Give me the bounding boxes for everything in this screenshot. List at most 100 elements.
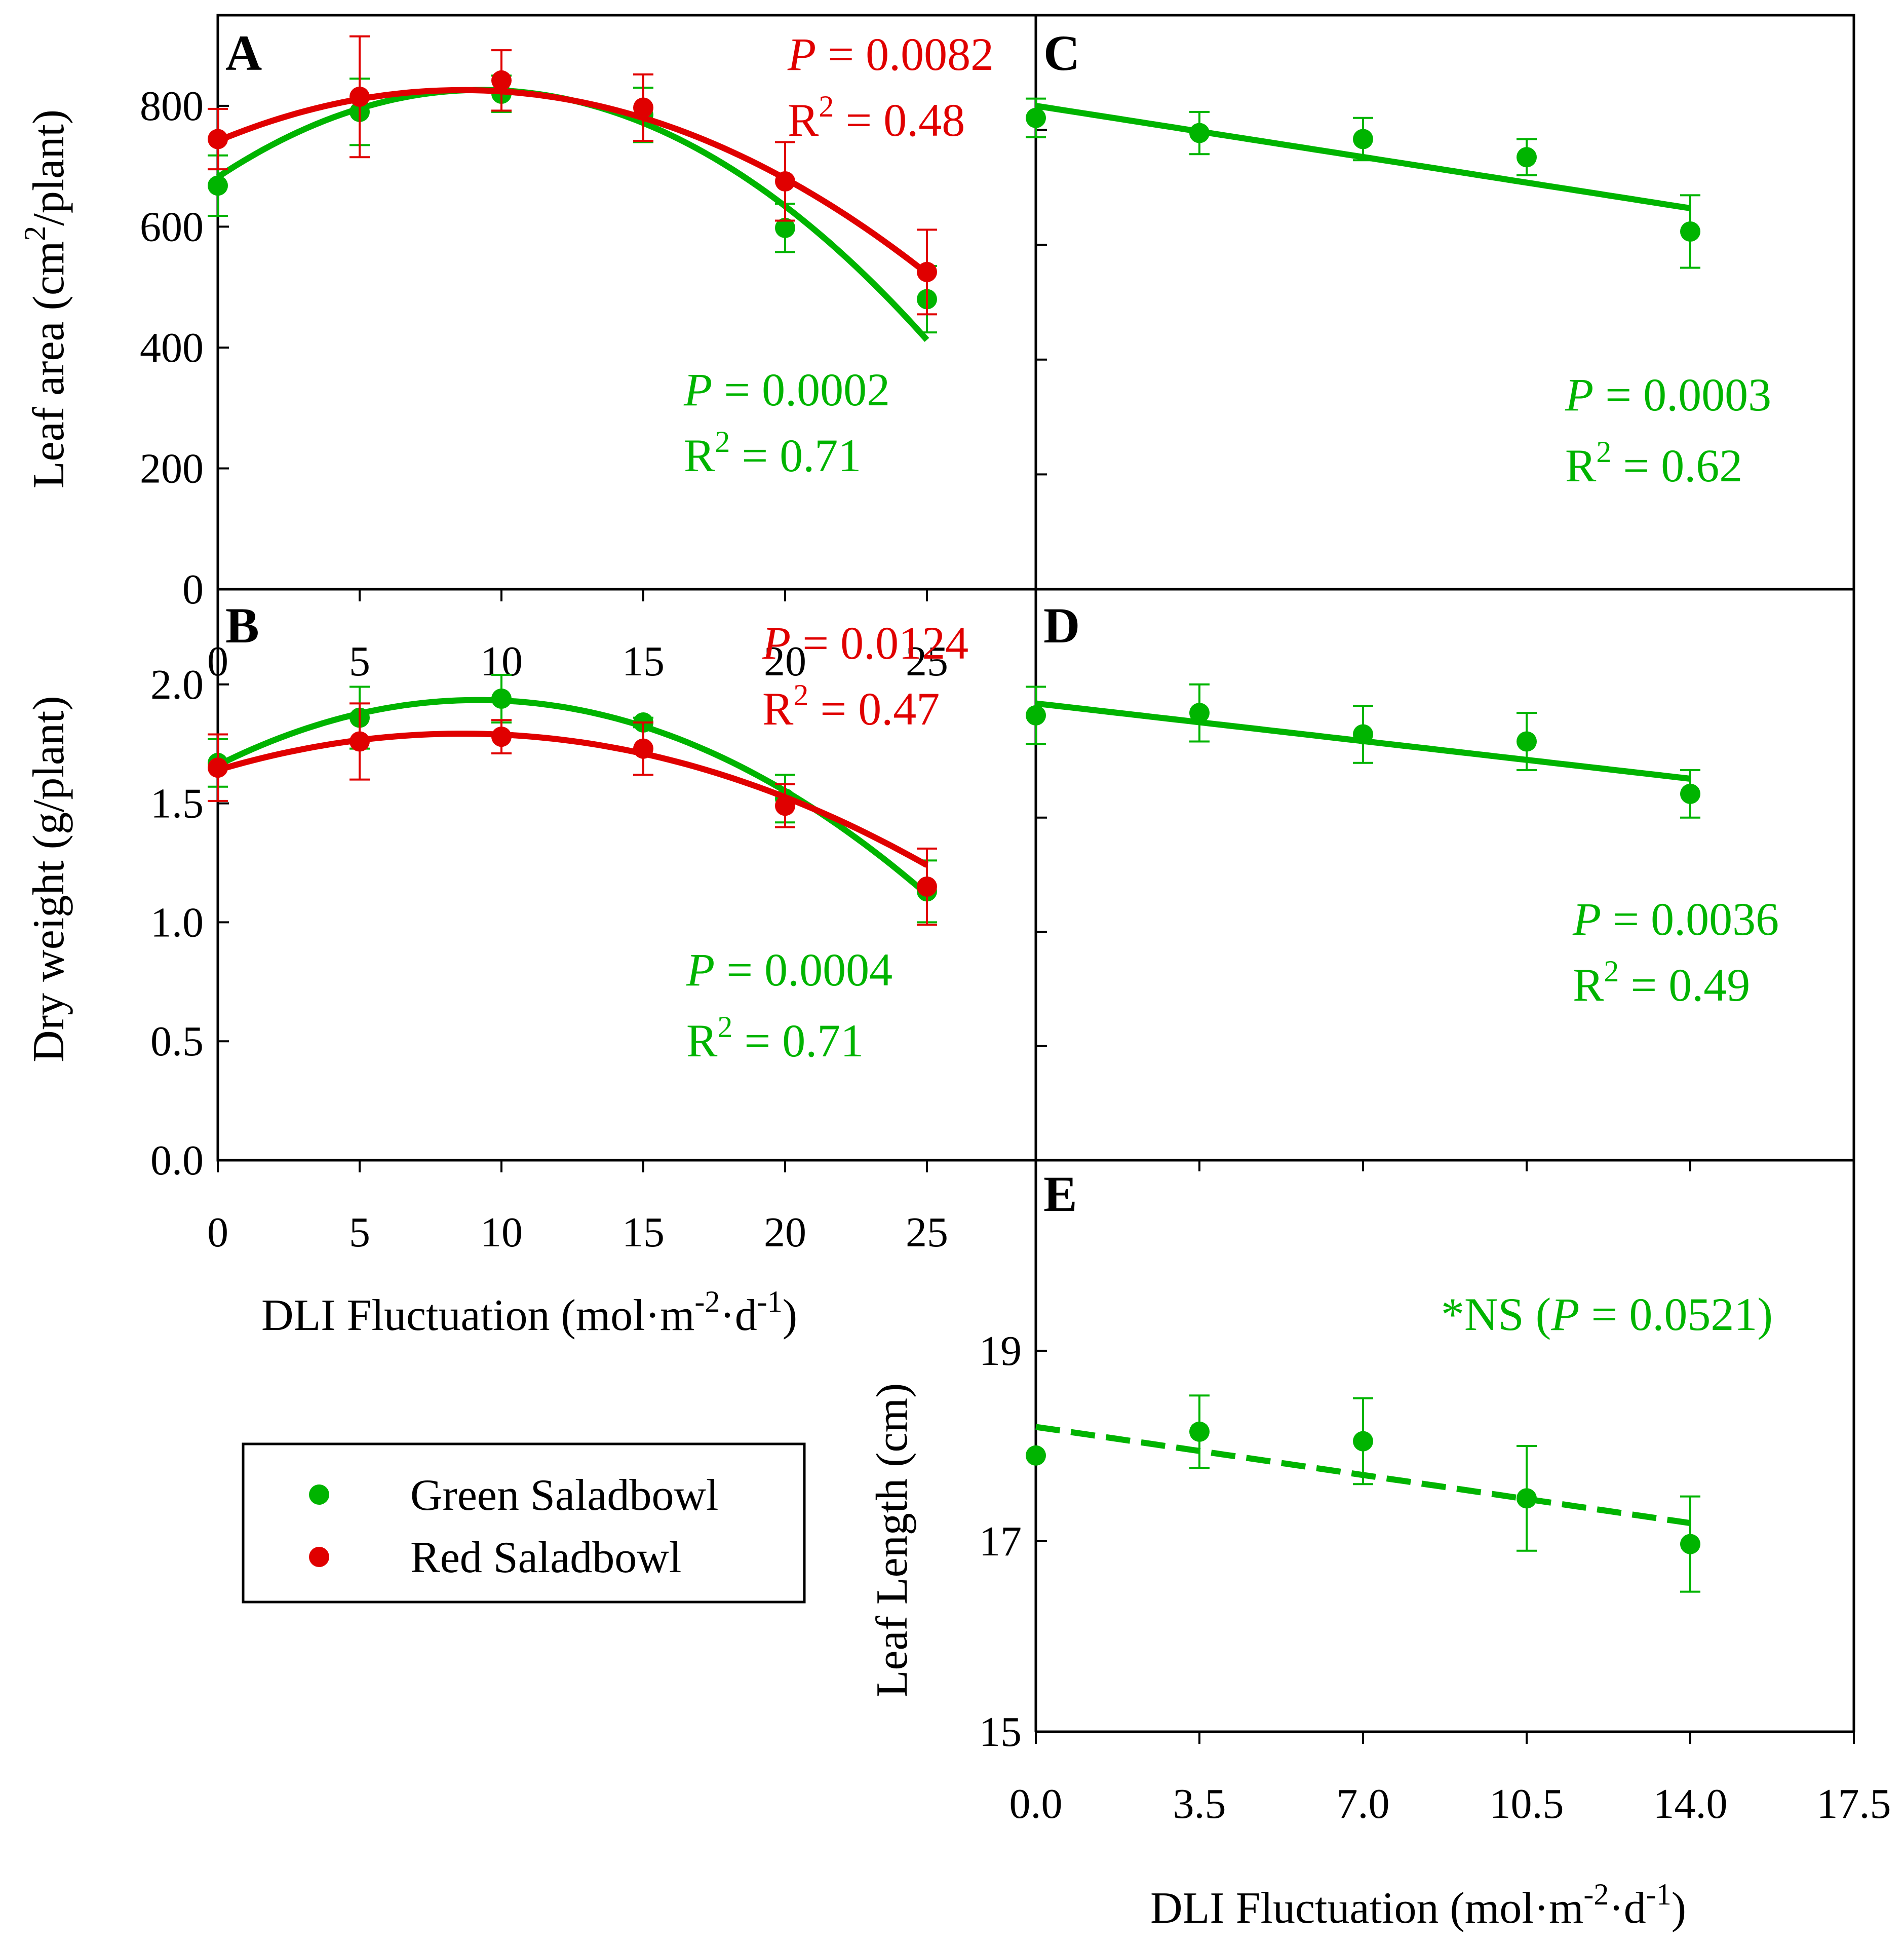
panel-a-green-data-point [775,217,795,238]
panel-e-green-data-point [1353,1431,1373,1452]
stat-p-red-a: P = 0.0082 [787,28,994,80]
panel-e-green-data-point [1189,1421,1210,1442]
panel-a-xtick-label: 15 [622,638,665,685]
panel-e-ytick-label: 17 [979,1518,1022,1565]
stat-r2-green-b: R2 = 0.71 [686,1010,864,1066]
stats-d: P = 0.0036 R2 = 0.49 [1572,893,1779,1011]
panel-b-ytick-label: 0.5 [150,1018,204,1065]
panel-e-xtick-label: 0.0 [1009,1780,1063,1827]
panel-c-green-data-point [1680,221,1700,242]
panel-e-xtick-label: 17.5 [1817,1780,1891,1827]
panel-b-red-data-point [633,738,653,759]
panel-a-ytick-label: 600 [140,203,204,250]
panel-b-xtick-label: 5 [349,1209,370,1256]
legend: Green Saladbowl Red Saladbowl [242,1442,806,1604]
panel-a-red-fit-line [216,87,929,276]
panel-d-green-data-point [1680,783,1700,804]
panel-d-green-data-point [1026,705,1046,726]
stats-a: P = 0.0082 R2 = 0.48 P = 0.0002 R2 = 0.7… [683,28,994,481]
stat-p-green-b: P = 0.0004 [686,944,892,996]
panel-d-green-data-point [1517,731,1537,752]
panel-a-red-data-point [208,129,228,149]
panel-e-green-data-point [1680,1534,1700,1554]
panel-d-green-data-point [1189,703,1210,723]
panel-a-xtick-label: 20 [764,638,806,685]
panel-b-xtick-label: 15 [622,1209,665,1256]
panel-e-green-data-point [1026,1445,1046,1466]
stat-r2-red-a: R2 = 0.48 [788,90,965,146]
panel-e-green-data-point [1517,1488,1537,1509]
panel-b-xtick-label: 0 [207,1209,228,1256]
panel-b-xtick-label: 20 [764,1209,806,1256]
panel-a-red-data-point [775,171,795,192]
x-axis-title-left: DLI Fluctuation (mol·m-2·d-1) [261,1285,797,1340]
panel-b-green-data-point [491,689,512,709]
panel-e-ytick-label: 19 [979,1327,1022,1375]
panel-b-red-data-point [208,757,228,778]
stats-c: P = 0.0003 R2 = 0.62 [1565,369,1771,491]
y-axis-title-leaf-area: Leaf area (cm2/plant) [18,109,73,488]
panel-e-xtick-label: 3.5 [1173,1780,1226,1827]
panel-c: C P = 0.0003 R2 = 0.62 [1043,25,1771,491]
panel-b-ytick-label: 1.0 [150,899,204,946]
panel-letter-b: B [225,597,259,654]
stat-p-green-c: P = 0.0003 [1565,369,1771,421]
panel-b-red-data-point [775,795,795,816]
stat-p-green-d: P = 0.0036 [1572,893,1779,945]
panel-a-green-fit-line [216,87,929,342]
panel-a-red-data-point [349,87,370,107]
panel-c-green-data-point [1189,123,1210,143]
stats-b: P = 0.0124 R2 = 0.47 P = 0.0004 R2 = 0.7… [686,617,968,1066]
panel-b-ytick-label: 0.0 [150,1137,204,1184]
panel-b-xtick-label: 10 [480,1209,523,1256]
panel-b-red-data-point [349,731,370,752]
panel-letter-d: D [1043,597,1080,654]
panel-b-xtick-label: 25 [906,1209,948,1256]
panel-a-xtick-label: 5 [349,638,370,685]
panel-a-ytick-label: 400 [140,324,204,371]
y-axis-title-leaf-length: Leaf Length (cm) [868,1383,917,1698]
panel-d: D P = 0.0036 R2 = 0.49 [1043,597,1779,1011]
panel-a-ytick-label: 0 [182,566,204,613]
legend-marker-green [309,1484,329,1505]
panel-b-red-data-point [917,876,937,897]
panel-a-ytick-label: 800 [140,83,204,130]
panel-a-red-data-point [633,97,653,118]
panel-b-red-fit-line [217,731,928,868]
panel-b: B Dry weight (g/plant) P = 0.0124 R2 = 0… [24,597,968,1066]
panel-c-green-data-point [1026,107,1046,128]
panel-e-xtick-label: 7.0 [1337,1780,1390,1827]
stat-ns-e: *NS (P = 0.0521) [1441,1288,1773,1340]
panel-a-xtick-label: 25 [906,638,948,685]
stat-p-green-a: P = 0.0002 [683,364,890,415]
panel-a-ytick-label: 200 [140,445,204,492]
panel-letter-c: C [1043,25,1080,81]
panel-letter-a: A [225,25,262,81]
panel-c-green-data-point [1517,147,1537,168]
stat-p-red-b: P = 0.0124 [762,617,968,669]
panel-e-xtick-label: 14.0 [1653,1780,1728,1827]
stat-r2-green-c: R2 = 0.62 [1565,435,1742,491]
stat-r2-green-d: R2 = 0.49 [1573,955,1750,1011]
panel-d-green-data-point [1353,724,1373,745]
panel-a-green-data-point [208,175,228,196]
legend-label-green: Green Saladbowl [410,1471,718,1520]
stat-r2-red-b: R2 = 0.47 [762,678,940,735]
legend-label-red: Red Saladbowl [410,1533,681,1582]
y-axis-title-dry-weight: Dry weight (g/plant) [24,696,73,1062]
panel-b-red-data-point [491,727,512,747]
stat-r2-green-a: R2 = 0.71 [684,425,861,481]
panel-e-xtick-label: 10.5 [1490,1780,1564,1827]
panel-e-ytick-label: 15 [979,1708,1022,1756]
panel-b-ytick-label: 1.5 [150,780,204,827]
panel-c-green-data-point [1353,129,1373,149]
panel-letter-e: E [1043,1166,1077,1222]
panel-a-xtick-label: 0 [207,638,228,685]
x-axis-title-right: DLI Fluctuation (mol·m-2·d-1) [1150,1878,1686,1933]
legend-box [242,1442,806,1604]
panel-a-red-data-point [917,261,937,282]
panel-a-red-data-point [491,70,512,91]
legend-marker-red [309,1547,329,1567]
